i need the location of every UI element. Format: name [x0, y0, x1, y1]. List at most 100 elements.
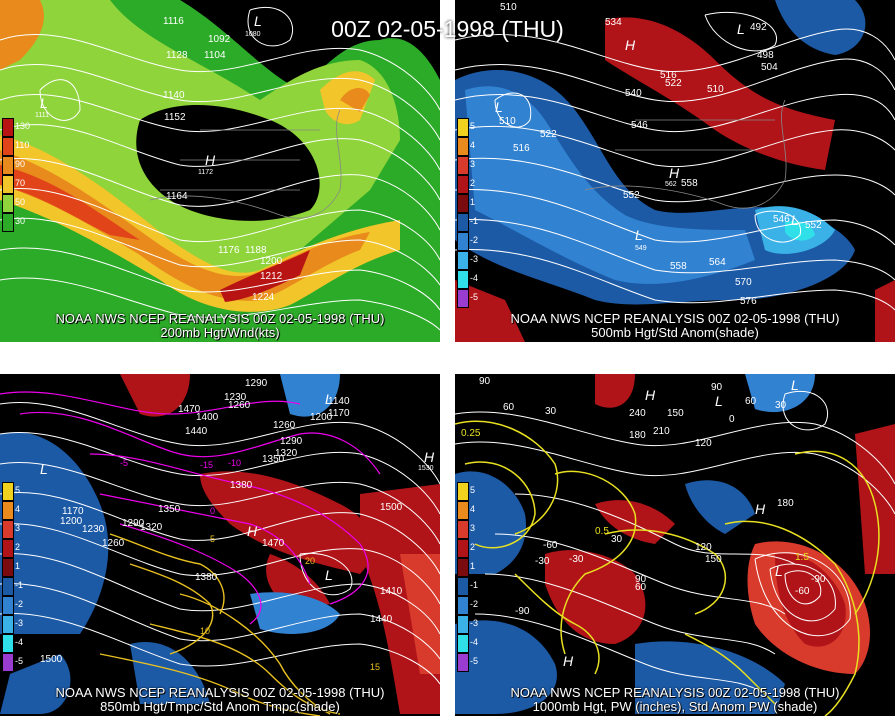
label-60: 60 [503, 402, 515, 413]
legend-label: 70 [15, 178, 26, 188]
label-30c: 30 [611, 534, 623, 545]
legend-label: -5 [470, 292, 479, 302]
pw-label: 0.25 [461, 428, 481, 439]
caption-field: 850mb Hgt/Tmpc/Std Anom Tmpc(shade) [100, 699, 340, 714]
label-1410: 1410 [380, 586, 403, 597]
panel-1000mb: 90 60 30 0.25 240 210 180 150 120 90 60 … [455, 374, 895, 716]
label-neg60b: -60 [795, 586, 810, 597]
legend-swatch: -4 [457, 270, 478, 289]
legend-swatch: -3 [2, 615, 23, 634]
legend-label: -2 [470, 235, 479, 245]
label-90c: 90 [635, 574, 647, 585]
label-1470b: 1470 [262, 538, 285, 549]
label-60b: 60 [745, 396, 757, 407]
label-516b: 516 [513, 143, 530, 154]
legend-swatch: 3 [457, 156, 475, 175]
legend-label: -4 [470, 273, 479, 283]
label-90: 90 [479, 376, 491, 387]
label-1170b: 1170 [62, 506, 84, 517]
low-marker: L [254, 13, 262, 29]
caption-source: NOAA NWS NCEP REANALYSIS 00Z 02-05-1998 … [510, 311, 840, 326]
legend-swatch: -5 [2, 653, 23, 672]
label-180: 180 [629, 430, 646, 441]
low-marker: L [40, 95, 48, 111]
label-1092: 1092 [208, 34, 231, 45]
legend-swatch: 30 [2, 213, 25, 232]
label-1380b: 1380 [195, 572, 218, 583]
pw-label: 1.5 [795, 552, 809, 563]
label-564: 564 [709, 257, 726, 268]
panel-500mb-map: 510 534 492 498 504 516 522 510 540 546 … [455, 0, 895, 342]
label-552b: 552 [805, 220, 822, 231]
legend-label: 110 [15, 140, 30, 150]
legend-label: -3 [470, 618, 479, 628]
label-1290c: 1290 [122, 518, 145, 529]
high-marker: H [669, 165, 680, 181]
label-510c: 510 [499, 116, 516, 127]
label-558: 558 [681, 178, 698, 189]
label-558b: 558 [670, 261, 687, 272]
low-marker: L [715, 393, 723, 409]
legend-label: -4 [470, 637, 479, 647]
label-0: 0 [729, 414, 735, 425]
label-510b: 510 [707, 84, 724, 95]
label-1152: 1152 [164, 112, 186, 123]
label-neg60: -60 [543, 540, 558, 551]
legend-swatch: 1 [457, 194, 475, 213]
legend-label: 5 [470, 121, 476, 131]
temp-label: 15 [370, 662, 380, 672]
legend-label: 4 [470, 504, 476, 514]
legend-swatch: -3 [457, 251, 478, 270]
low-marker: L [325, 391, 333, 407]
label-570: 570 [735, 277, 752, 288]
legend-label: -1 [470, 580, 479, 590]
legend-wind: 130 110 90 70 50 30 [2, 118, 30, 232]
label-1080: 1080 [245, 31, 261, 38]
legend-label: 1 [15, 561, 21, 571]
low-marker: L [791, 212, 799, 228]
low-marker: L [791, 377, 799, 393]
low-marker: L [775, 563, 783, 579]
label-1260c: 1260 [102, 538, 125, 549]
legend-anom: 5 4 3 2 1 -1 -2 -3 -4 -5 [2, 482, 23, 672]
label-120: 120 [695, 438, 712, 449]
label-30b: 30 [775, 400, 787, 411]
legend-label: -1 [15, 580, 24, 590]
legend-label: 30 [15, 216, 26, 226]
low-marker: L [737, 21, 745, 37]
pw-label: 0.5 [595, 526, 609, 537]
legend-swatch: 2 [457, 539, 475, 558]
panel-500mb: 510 534 492 498 504 516 522 510 540 546 … [455, 0, 895, 342]
label-1172: 1172 [198, 169, 213, 176]
panel-850mb: 1290 1260 1470 1400 1230 1440 1200 1170 … [0, 374, 440, 716]
legend-swatch: -4 [2, 634, 23, 653]
label-neg90: -90 [515, 606, 530, 617]
label-1188: 1188 [245, 245, 267, 256]
label-1290: 1290 [245, 378, 268, 389]
legend-swatch: -3 [457, 615, 478, 634]
label-90b: 90 [711, 382, 723, 393]
label-neg30b: -30 [569, 554, 584, 565]
legend-label: 2 [15, 542, 21, 552]
label-534: 534 [605, 17, 622, 28]
high-marker: H [247, 523, 258, 539]
label-546: 546 [631, 120, 648, 131]
label-1230: 1230 [224, 392, 247, 403]
low-marker: L [325, 567, 333, 583]
label-498: 498 [757, 50, 774, 61]
label-510: 510 [500, 2, 517, 13]
legend-label: 2 [470, 542, 476, 552]
legend-label: 1 [470, 561, 476, 571]
legend-label: -3 [15, 618, 24, 628]
label-1530: 1530 [418, 465, 434, 472]
label-1200: 1200 [260, 256, 283, 267]
label-549: 549 [635, 245, 647, 252]
label-60c: 60 [635, 582, 647, 593]
low-marker: L [40, 461, 48, 477]
label-1224: 1224 [252, 292, 275, 303]
panel-1000mb-map: 90 60 30 0.25 240 210 180 150 120 90 60 … [455, 374, 895, 716]
temp-label: -10 [228, 458, 241, 468]
label-1230b: 1230 [82, 524, 105, 535]
label-210: 210 [653, 426, 670, 437]
legend-swatch: -1 [457, 213, 478, 232]
